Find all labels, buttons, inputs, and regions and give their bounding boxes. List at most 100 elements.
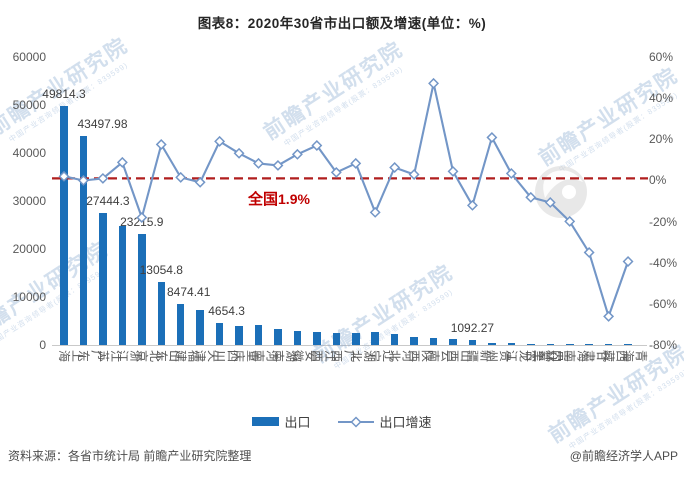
bar-甘肃 [585, 343, 593, 345]
x-label-贵州: 贵州 [484, 350, 512, 364]
growth-marker-山西 [447, 165, 459, 177]
left-axis-tick: 50000 [12, 98, 46, 112]
x-label-甘肃: 甘肃 [582, 350, 610, 364]
growth-marker-湖北 [350, 157, 362, 169]
bar-西藏 [604, 343, 613, 345]
x-label-天津: 天津 [193, 350, 221, 364]
x-label-上海: 上海 [57, 350, 84, 364]
bar-北京 [138, 233, 146, 345]
bar-天津 [196, 310, 204, 345]
x-label-重庆: 重庆 [232, 350, 259, 364]
bar-value-label-北京: 23215.9 [120, 214, 164, 229]
x-label-山东: 山东 [154, 350, 182, 364]
legend-label-growth: 出口增速 [379, 415, 432, 430]
growth-marker-广西 [330, 166, 342, 178]
watermark-sub-text: 中国产业咨询领导者(股票：839599) [567, 367, 684, 452]
left-axis-tick: 30000 [12, 194, 46, 208]
bar-value-label-上海: 49814.3 [42, 86, 86, 101]
x-label-云南: 云南 [426, 350, 454, 364]
growth-marker-天津 [194, 176, 206, 188]
x-label-吉林: 吉林 [543, 350, 571, 364]
qianzhan-text-watermark: 前瞻产业研究院 中国产业咨询领导者(股票：839599) [257, 33, 414, 154]
bar-重庆 [235, 326, 243, 345]
bar-山东 [157, 282, 165, 345]
legend-label-export: 出口 [284, 415, 311, 430]
bar-四川 [215, 322, 224, 345]
bar-江西 [313, 331, 321, 345]
qianzhan-logo-watermark-icon [531, 162, 593, 229]
x-label-陕西: 陕西 [407, 350, 435, 364]
bar-value-label-江苏: 27444.3 [86, 194, 130, 209]
growth-marker-河南 [253, 157, 264, 169]
left-axis-tick: 0 [39, 338, 46, 352]
x-label-青海: 青海 [621, 350, 648, 364]
annotation-prefix: 全国 [248, 191, 279, 208]
chart-title: 图表8：2020年30省市出口额及增速(单位：%) [197, 16, 487, 31]
x-axis-line [52, 345, 647, 346]
bar-山西 [449, 339, 457, 345]
left-axis-tick: 20000 [12, 242, 46, 256]
right-axis-tick: 40% [649, 91, 674, 106]
bar-value-label-广东: 43497.98 [77, 117, 128, 132]
left-axis-tick: 60000 [12, 50, 46, 64]
growth-marker-江西 [311, 140, 323, 151]
bar-海南 [566, 343, 574, 345]
x-label-辽宁: 辽宁 [368, 350, 396, 364]
bar-青海 [624, 343, 632, 345]
legend-item-export: 出口 [252, 412, 311, 431]
x-label-湖北: 湖北 [348, 350, 376, 364]
bar-黑龙江 [507, 343, 516, 345]
x-label-四川: 四川 [212, 350, 240, 364]
bar-福建 [176, 304, 185, 345]
growth-marker-贵州 [486, 132, 498, 143]
right-axis-tick: -60% [649, 296, 678, 311]
growth-marker-辽宁 [369, 206, 381, 218]
legend: 出口 出口增速 [0, 412, 684, 431]
legend-item-growth: 出口增速 [337, 412, 432, 431]
national-growth-annotation: 全国1.9% [248, 188, 310, 209]
bar-河北 [390, 334, 399, 345]
bar-湖南 [274, 329, 282, 345]
growth-marker-陕西 [408, 169, 420, 180]
bar-value-label-山东: 13054.8 [139, 263, 183, 278]
bar-浙江 [118, 226, 127, 345]
watermark-sub-text: 中国产业咨询领导者(股票：839599) [282, 64, 405, 149]
x-label-山西: 山西 [446, 350, 473, 364]
source-note: 资料来源：各省市统计局 前瞻产业研究院整理 [8, 449, 252, 463]
bar-云南 [429, 338, 438, 345]
growth-marker-江苏 [97, 172, 109, 184]
growth-marker-浙江 [116, 156, 128, 168]
right-axis-tick: -80% [649, 338, 678, 352]
bar-陕西 [410, 337, 418, 345]
growth-marker-甘肃 [583, 246, 595, 258]
bar-吉林 [546, 343, 554, 345]
x-label-福建: 福建 [173, 350, 201, 364]
bar-上海 [60, 105, 68, 345]
bar-value-label-福建: 8474.41 [166, 285, 211, 300]
bar-内蒙古 [527, 343, 535, 345]
bar-安徽 [293, 331, 302, 345]
bar-value-label-四川: 4654.3 [208, 303, 245, 318]
x-label-河南: 河南 [251, 350, 279, 364]
growth-marker-湖南 [272, 159, 284, 171]
watermark-main-text: 前瞻产业研究院 [534, 63, 683, 171]
bar-贵州 [488, 342, 496, 345]
growth-marker-四川 [214, 135, 226, 147]
x-label-湖南: 湖南 [270, 350, 298, 364]
growth-marker-重庆 [233, 147, 245, 159]
growth-marker-安徽 [291, 148, 303, 160]
x-label-内蒙古: 内蒙古 [523, 350, 564, 364]
x-label-河北: 河北 [387, 350, 415, 364]
right-axis-tick: -40% [649, 255, 678, 270]
watermark-main-text: 前瞻产业研究院 [259, 37, 408, 145]
growth-marker-河北 [389, 162, 401, 173]
x-label-新疆: 新疆 [465, 350, 493, 364]
bar-江苏 [99, 213, 107, 345]
left-axis-tick: 10000 [12, 290, 46, 304]
bar-value-label-新疆: 1092.27 [450, 320, 495, 335]
right-axis-tick: 60% [649, 50, 674, 64]
watermark-sub-text: 中国产业咨询领导者(股票：839599) [332, 287, 455, 372]
export-bar-swatch-icon [252, 417, 280, 426]
x-label-西藏: 西藏 [601, 350, 629, 364]
